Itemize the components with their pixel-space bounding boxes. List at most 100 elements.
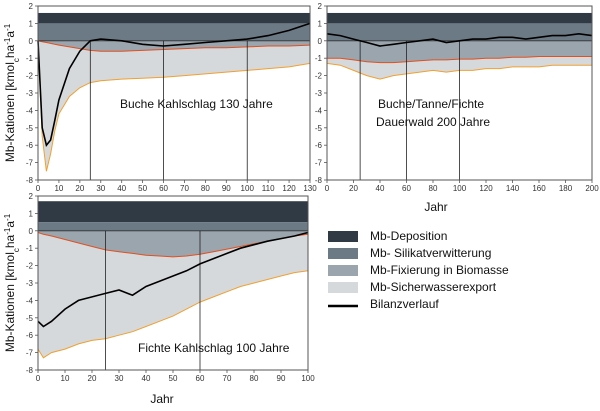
legend-swatch-deposition: [328, 231, 358, 242]
x-tick-label: 40: [142, 374, 151, 383]
x-tick-label: 50: [138, 184, 147, 193]
y-tick-label: 0: [318, 37, 323, 46]
y-tick-label: 0: [29, 227, 34, 236]
biomass-line: [37, 40, 311, 52]
deposition-band: [38, 201, 308, 223]
y-tick-label: 2: [29, 192, 34, 201]
y-axis-title-part: ha: [3, 44, 17, 58]
legend-label-bilanz: Bilanzverlauf: [370, 297, 439, 311]
x-tick-label: 140: [506, 184, 520, 193]
y-tick-label: -2: [26, 72, 34, 81]
export-area: [38, 40, 310, 172]
y-axis-title-part: a: [3, 31, 17, 38]
y-tick-label: -3: [26, 89, 34, 98]
chart-panel-fichte-kahlschlag: 210-1-2-3-4-5-6-7-80 10 20 30 40 50 60 70 80 90 10…: [26, 192, 315, 383]
x-axis-title-top-right: Jahr: [424, 200, 447, 214]
y-tick-label: -6: [315, 141, 323, 150]
legend-swatch-export: [328, 282, 358, 293]
y-tick-label: -8: [315, 176, 323, 185]
x-tick-label: 100: [301, 374, 315, 383]
x-axis-title-bottom: Jahr: [150, 392, 173, 406]
chart-title: Buche/Tanne/Fichte: [378, 97, 484, 111]
bilanz-line: [326, 32, 593, 47]
biomass-area: [38, 40, 310, 52]
y-tick-label: -1: [26, 244, 34, 253]
y-tick-label: -6: [26, 331, 34, 340]
x-tick-label: 90: [222, 184, 231, 193]
x-tick-label: 110: [262, 184, 275, 193]
y-tick-label: 0: [29, 37, 34, 46]
export-line: [37, 270, 309, 359]
y-tick-label: -8: [26, 176, 34, 185]
y-axis-title-part: a: [3, 221, 17, 228]
x-tick-label: 60: [159, 184, 168, 193]
x-tick-label: 160: [532, 184, 546, 193]
x-tick-label: 70: [180, 184, 189, 193]
y-axis-title-part: Mb-Kationen [kmol: [3, 62, 17, 162]
y-axis-title-part: -1: [3, 213, 12, 221]
legend-swatch-biomass: [328, 265, 358, 276]
y-tick-label: -3: [315, 89, 323, 98]
y-axis-title-part: Mb-Kationen [kmol: [3, 252, 17, 352]
x-tick-label: 70: [223, 374, 232, 383]
chart-panel-dauerwald: 210-1-2-3-4-5-6-7-80 20 40 60 80 100 120 140 160…: [315, 2, 599, 193]
y-tick-label: -6: [26, 141, 34, 150]
x-tick-label: 20: [75, 184, 84, 193]
x-tick-label: 100: [241, 184, 255, 193]
x-tick-label: 10: [54, 184, 63, 193]
x-tick-label: 0: [36, 374, 41, 383]
x-tick-label: 60: [196, 374, 205, 383]
x-tick-label: 80: [250, 374, 259, 383]
legend-label-deposition: Mb-Deposition: [370, 229, 447, 243]
deposition-band: [327, 12, 592, 24]
y-tick-label: 1: [29, 19, 34, 28]
x-tick-label: 10: [61, 374, 70, 383]
x-tick-label: 40: [117, 184, 126, 193]
x-tick-label: 30: [115, 374, 124, 383]
y-tick-label: -5: [26, 124, 34, 133]
y-axis-title-part: -1: [3, 227, 12, 235]
y-tick-label: -2: [315, 72, 323, 81]
x-tick-label: 80: [429, 184, 438, 193]
export-line: [37, 40, 311, 172]
x-tick-label: 60: [402, 184, 411, 193]
bilanz-line: [37, 231, 309, 328]
y-tick-label: 1: [318, 19, 323, 28]
x-tick-label: 20: [349, 184, 358, 193]
silicate-band: [38, 222, 308, 231]
y-axis-title-bottom: Mb-Kationen [kmolcha-1a-1: [3, 213, 21, 352]
x-tick-label: 180: [559, 184, 573, 193]
y-tick-label: -4: [315, 106, 323, 115]
legend-swatch-silicate: [328, 248, 358, 259]
x-tick-label: 120: [282, 184, 296, 193]
chart-title: Buche Kahlschlag 130 Jahre: [120, 97, 273, 111]
silicate-band: [327, 23, 592, 41]
y-axis-title-top: Mb-Kationen [kmolcha-1a-1: [3, 23, 21, 162]
y-tick-label: -1: [315, 54, 323, 63]
chart-title-line-2: Dauerwald 200 Jahre: [376, 115, 490, 129]
y-tick-label: -7: [315, 159, 323, 168]
y-tick-label: -1: [26, 54, 34, 63]
x-tick-label: 100: [453, 184, 467, 193]
x-tick-label: 50: [169, 374, 178, 383]
y-tick-label: -5: [315, 124, 323, 133]
x-tick-label: 0: [325, 184, 330, 193]
x-tick-label: 80: [201, 184, 210, 193]
y-axis-title-part: -1: [3, 37, 12, 45]
x-tick-label: 130: [303, 184, 317, 193]
x-tick-label: 200: [585, 184, 599, 193]
y-axis-title-part: c: [12, 58, 21, 62]
legend: Mb-Deposition Mb- Silikatverwitterung Mb-F…: [328, 229, 509, 311]
legend-label-silicate: Mb- Silikatverwitterung: [370, 246, 491, 260]
y-tick-label: -7: [26, 349, 34, 358]
y-tick-label: -7: [26, 159, 34, 168]
y-tick-label: -4: [26, 296, 34, 305]
y-tick-label: 2: [318, 2, 323, 11]
legend-label-biomass: Mb-Fixierung in Biomasse: [370, 263, 509, 277]
x-tick-label: 120: [479, 184, 493, 193]
y-tick-label: -2: [26, 262, 34, 271]
y-axis-title-part: c: [12, 248, 21, 252]
y-axis-title-part: -1: [3, 23, 12, 31]
deposition-band: [38, 12, 310, 24]
